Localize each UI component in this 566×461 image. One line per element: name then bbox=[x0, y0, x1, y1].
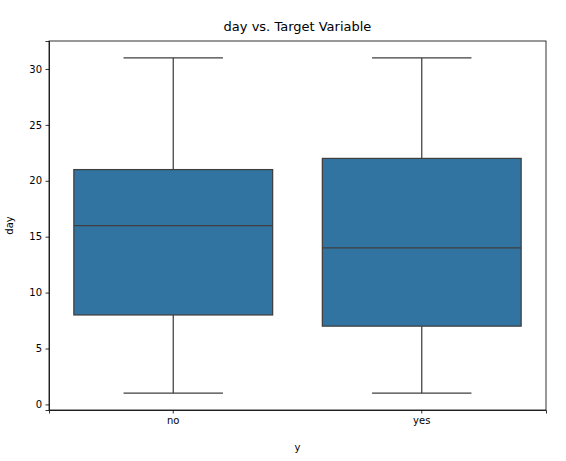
whisker-cap bbox=[124, 393, 223, 394]
y-tick-mark bbox=[46, 125, 50, 126]
whisker bbox=[173, 315, 174, 393]
x-tick: yes bbox=[413, 410, 430, 426]
y-tick-mark bbox=[46, 181, 50, 182]
median bbox=[74, 225, 273, 226]
box-group bbox=[322, 58, 521, 393]
y-tick: 5 bbox=[36, 343, 49, 354]
x-axis-line bbox=[50, 411, 547, 414]
x-axis: no yes bbox=[50, 410, 547, 426]
whisker-cap bbox=[372, 393, 471, 394]
box bbox=[322, 158, 521, 326]
y-tick: 10 bbox=[29, 287, 49, 298]
plot-frame bbox=[49, 41, 546, 410]
median bbox=[322, 247, 521, 248]
box-group bbox=[74, 58, 273, 393]
y-tick-mark bbox=[46, 404, 50, 405]
x-tick-mark bbox=[173, 410, 174, 414]
y-tick-label: 0 bbox=[36, 399, 42, 410]
y-axis: 0 5 10 15 20 25 30 bbox=[29, 42, 49, 411]
whisker bbox=[421, 58, 422, 159]
y-tick: 30 bbox=[29, 64, 49, 75]
whisker-cap bbox=[372, 57, 471, 58]
whisker-cap bbox=[124, 57, 223, 58]
chart: 0 5 10 15 20 25 30 no yes day vs. Target Variable… bbox=[0, 0, 566, 461]
box bbox=[74, 170, 273, 315]
y-tick-label: 15 bbox=[29, 231, 42, 242]
y-tick-label: 20 bbox=[29, 175, 42, 186]
y-tick-mark bbox=[46, 237, 50, 238]
y-tick: 15 bbox=[29, 231, 49, 242]
x-axis-title: y bbox=[295, 442, 301, 453]
whisker bbox=[421, 326, 422, 393]
y-axis-title: day bbox=[4, 216, 15, 234]
x-tick-label: no bbox=[167, 415, 179, 426]
y-tick-mark bbox=[46, 293, 50, 294]
y-tick-label: 30 bbox=[29, 64, 42, 75]
x-tick-label: yes bbox=[413, 415, 430, 426]
x-tick: no bbox=[167, 410, 179, 426]
y-tick-mark bbox=[46, 69, 50, 70]
y-tick-label: 10 bbox=[29, 287, 42, 298]
x-tick-mark bbox=[421, 410, 422, 414]
title: day vs. Target Variable bbox=[224, 19, 372, 34]
plot-area: 0 5 10 15 20 25 30 no yes bbox=[29, 41, 546, 426]
whisker bbox=[173, 58, 174, 170]
y-tick: 20 bbox=[29, 175, 49, 186]
y-tick-label: 25 bbox=[29, 120, 42, 131]
y-tick-mark bbox=[46, 349, 50, 350]
boxes bbox=[74, 58, 521, 393]
y-tick: 25 bbox=[29, 120, 49, 131]
y-tick-label: 5 bbox=[36, 343, 42, 354]
y-tick: 0 bbox=[36, 399, 49, 410]
y-axis-line bbox=[46, 42, 50, 411]
